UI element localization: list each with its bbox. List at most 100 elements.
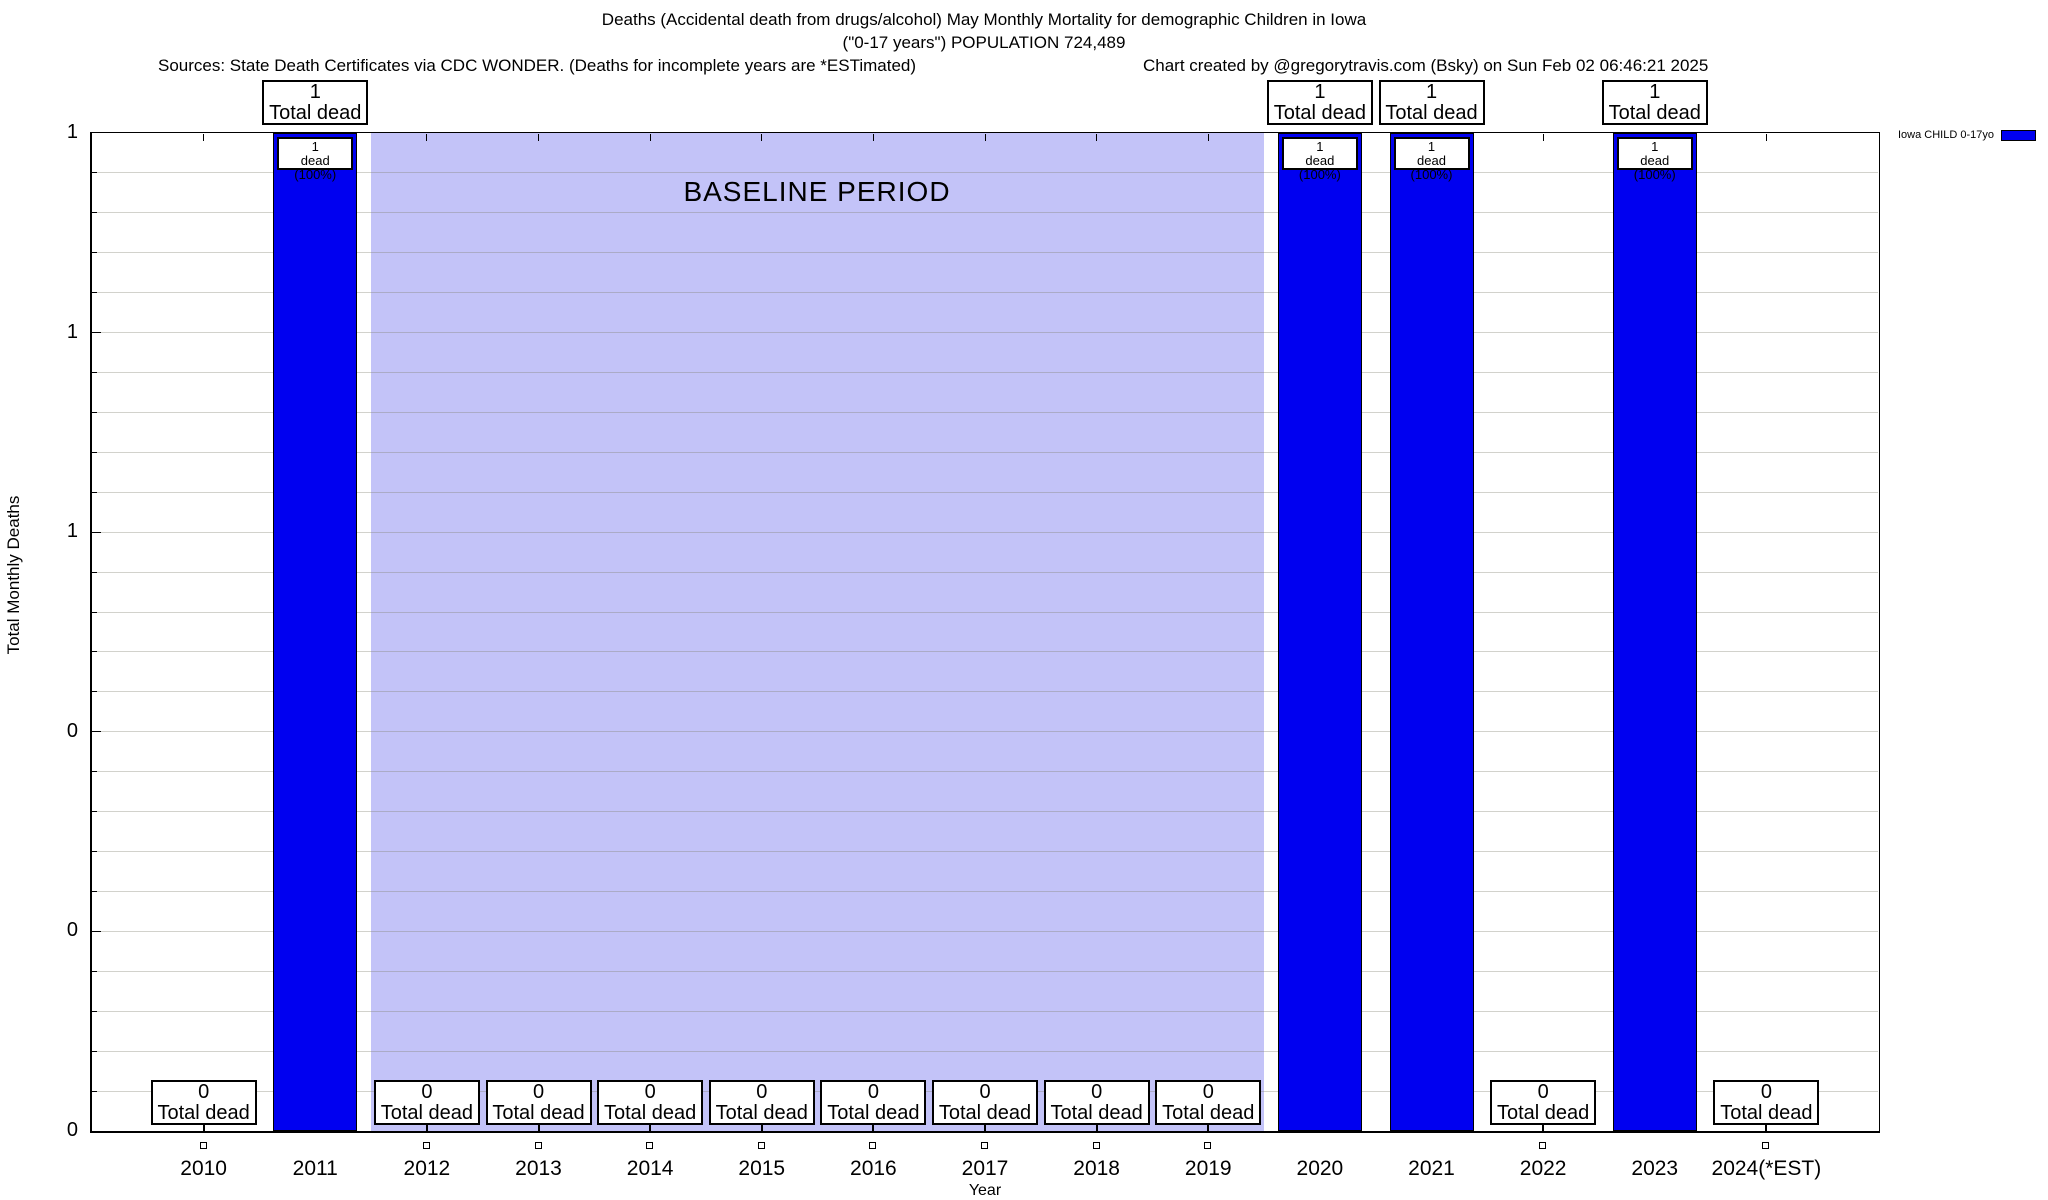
- gridline: [92, 1010, 1878, 1012]
- total-dead-count: 0: [979, 1081, 991, 1103]
- y-tick-label: 1: [66, 320, 78, 343]
- gridline: [92, 651, 1878, 653]
- callout-leader-line: [1095, 1125, 1098, 1131]
- zero-point-marker: [1092, 1142, 1100, 1149]
- y-axis-tick: [92, 172, 97, 174]
- y-axis-tick: [92, 970, 97, 972]
- y-tick-label: 0: [66, 1119, 78, 1141]
- gridline: [92, 531, 1878, 533]
- zero-point-marker: [1762, 1142, 1770, 1149]
- total-dead-label: Total dead: [1496, 1101, 1590, 1124]
- x-tick-label: 2020: [1296, 1157, 1344, 1180]
- x-tick-label: 2016: [850, 1157, 897, 1180]
- legend: Iowa CHILD 0-17yo: [1898, 129, 2036, 141]
- y-tick-label: 1: [66, 121, 78, 143]
- callout-leader-line: [649, 1125, 652, 1131]
- y-axis-tick: [92, 1010, 97, 1012]
- x-axis-tick: [1765, 134, 1767, 141]
- bar-dead-count: 1: [1427, 139, 1436, 154]
- zero-point-marker: [1204, 1142, 1212, 1149]
- zero-point-marker: [757, 1142, 765, 1149]
- legend-swatch: [2001, 129, 2036, 141]
- total-dead-count: 0: [198, 1081, 210, 1103]
- gridline: [92, 771, 1878, 773]
- y-tick-label: 0: [66, 719, 78, 742]
- total-dead-box: 0 Total dead: [373, 1080, 480, 1125]
- total-dead-count: 1: [1314, 81, 1326, 103]
- total-dead-count: 0: [867, 1081, 879, 1103]
- total-dead-label: Total dead: [1385, 101, 1478, 124]
- zero-point-marker: [646, 1142, 654, 1149]
- y-axis-tick: [92, 651, 97, 653]
- bar-value-callout: 1 dead (100%): [277, 137, 354, 182]
- total-dead-box: 1 Total dead: [1601, 80, 1708, 125]
- total-dead-label: Total dead: [1720, 1101, 1813, 1124]
- y-axis-tick: [92, 212, 97, 214]
- x-axis-tick: [1542, 134, 1544, 141]
- y-tick-label: 0: [66, 919, 78, 942]
- x-tick-label: 2010: [180, 1157, 227, 1180]
- gridline: [92, 1050, 1878, 1052]
- y-axis-tick: [92, 890, 97, 892]
- y-axis-tick: [92, 531, 101, 533]
- total-dead-count: 0: [532, 1081, 545, 1103]
- gridline: [92, 970, 1878, 972]
- x-tick-label: 2021: [1408, 1157, 1455, 1180]
- gridline: [92, 731, 1878, 733]
- callout-leader-line: [984, 1125, 986, 1131]
- x-tick-label: 2017: [961, 1157, 1009, 1180]
- bar: [1389, 133, 1474, 1131]
- zero-point-marker: [981, 1142, 988, 1149]
- gridline: [92, 611, 1878, 613]
- total-dead-label: Total dead: [492, 1101, 585, 1124]
- gridline: [92, 451, 1878, 453]
- x-axis-tick: [1096, 134, 1098, 141]
- sources-note: Sources: State Death Certificates via CD…: [158, 56, 917, 75]
- x-axis-tick: [426, 134, 428, 141]
- y-axis-tick: [92, 571, 97, 573]
- total-dead-count: 0: [1091, 1081, 1103, 1103]
- total-dead-box: 1 Total dead: [262, 80, 369, 125]
- gridline: [92, 332, 1878, 334]
- zero-point-marker: [422, 1142, 430, 1149]
- x-axis-tick: [872, 134, 874, 141]
- credit-note: Chart created by @gregorytravis.com (Bsk…: [1143, 56, 1709, 75]
- x-tick-label: 2019: [1184, 1157, 1232, 1180]
- gridline: [92, 851, 1878, 853]
- y-axis-tick: [92, 1050, 97, 1052]
- x-tick-label: 2015: [738, 1157, 786, 1180]
- total-dead-box: 0 Total dead: [1490, 1080, 1597, 1125]
- y-axis-tick: [92, 491, 97, 493]
- y-tick-label: 1: [66, 520, 78, 543]
- x-tick-label: 2014: [626, 1157, 674, 1180]
- zero-point-marker: [1539, 1142, 1547, 1149]
- bar: [1277, 133, 1362, 1131]
- x-axis-tick: [761, 134, 763, 141]
- callout-leader-line: [872, 1125, 875, 1131]
- zero-point-marker: [534, 1142, 542, 1149]
- x-tick-label: 2018: [1073, 1157, 1120, 1180]
- baseline-band: [371, 133, 1264, 1131]
- total-dead-label: Total dead: [1273, 101, 1367, 124]
- y-axis-tick: [92, 930, 101, 932]
- total-dead-label: Total dead: [269, 101, 362, 124]
- x-tick-label: 2011: [292, 1157, 338, 1180]
- total-dead-count: 0: [1202, 1081, 1214, 1103]
- x-tick-label: 2013: [515, 1157, 562, 1180]
- zero-point-marker: [869, 1142, 877, 1149]
- total-dead-count: 0: [1760, 1081, 1772, 1103]
- total-dead-box: 0 Total dead: [597, 1080, 704, 1125]
- y-axis-tick: [92, 372, 97, 374]
- x-axis-tick: [984, 134, 986, 141]
- total-dead-count: 1: [1425, 81, 1438, 103]
- gridline: [92, 252, 1878, 254]
- total-dead-label: Total dead: [1162, 1101, 1255, 1124]
- gridline: [92, 491, 1878, 493]
- x-axis-tick: [538, 134, 539, 141]
- y-axis-tick: [92, 451, 97, 453]
- total-dead-box: 1 Total dead: [1378, 80, 1485, 125]
- total-dead-box: 0 Total dead: [1043, 1080, 1150, 1125]
- baseline-period-label: BASELINE PERIOD: [683, 176, 951, 207]
- bar-value-callout: 1 dead (100%): [1393, 137, 1470, 182]
